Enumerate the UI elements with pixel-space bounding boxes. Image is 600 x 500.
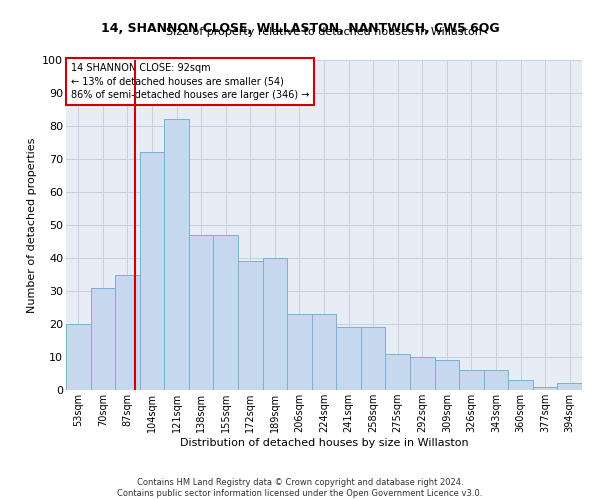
X-axis label: Distribution of detached houses by size in Willaston: Distribution of detached houses by size … bbox=[179, 438, 469, 448]
Bar bbox=[140, 152, 164, 390]
Bar bbox=[484, 370, 508, 390]
Bar bbox=[164, 120, 189, 390]
Bar bbox=[336, 328, 361, 390]
Bar bbox=[312, 314, 336, 390]
Title: Size of property relative to detached houses in Willaston: Size of property relative to detached ho… bbox=[166, 27, 482, 37]
Bar bbox=[287, 314, 312, 390]
Y-axis label: Number of detached properties: Number of detached properties bbox=[26, 138, 37, 312]
Bar bbox=[533, 386, 557, 390]
Bar bbox=[115, 274, 140, 390]
Bar bbox=[238, 262, 263, 390]
Text: 14, SHANNON CLOSE, WILLASTON, NANTWICH, CW5 6QG: 14, SHANNON CLOSE, WILLASTON, NANTWICH, … bbox=[101, 22, 499, 35]
Bar bbox=[410, 357, 434, 390]
Bar bbox=[385, 354, 410, 390]
Text: Contains HM Land Registry data © Crown copyright and database right 2024.
Contai: Contains HM Land Registry data © Crown c… bbox=[118, 478, 482, 498]
Bar bbox=[434, 360, 459, 390]
Bar bbox=[557, 384, 582, 390]
Bar bbox=[189, 235, 214, 390]
Text: 14 SHANNON CLOSE: 92sqm
← 13% of detached houses are smaller (54)
86% of semi-de: 14 SHANNON CLOSE: 92sqm ← 13% of detache… bbox=[71, 64, 310, 100]
Bar bbox=[91, 288, 115, 390]
Bar bbox=[66, 324, 91, 390]
Bar bbox=[459, 370, 484, 390]
Bar bbox=[263, 258, 287, 390]
Bar bbox=[214, 235, 238, 390]
Bar bbox=[508, 380, 533, 390]
Bar bbox=[361, 328, 385, 390]
